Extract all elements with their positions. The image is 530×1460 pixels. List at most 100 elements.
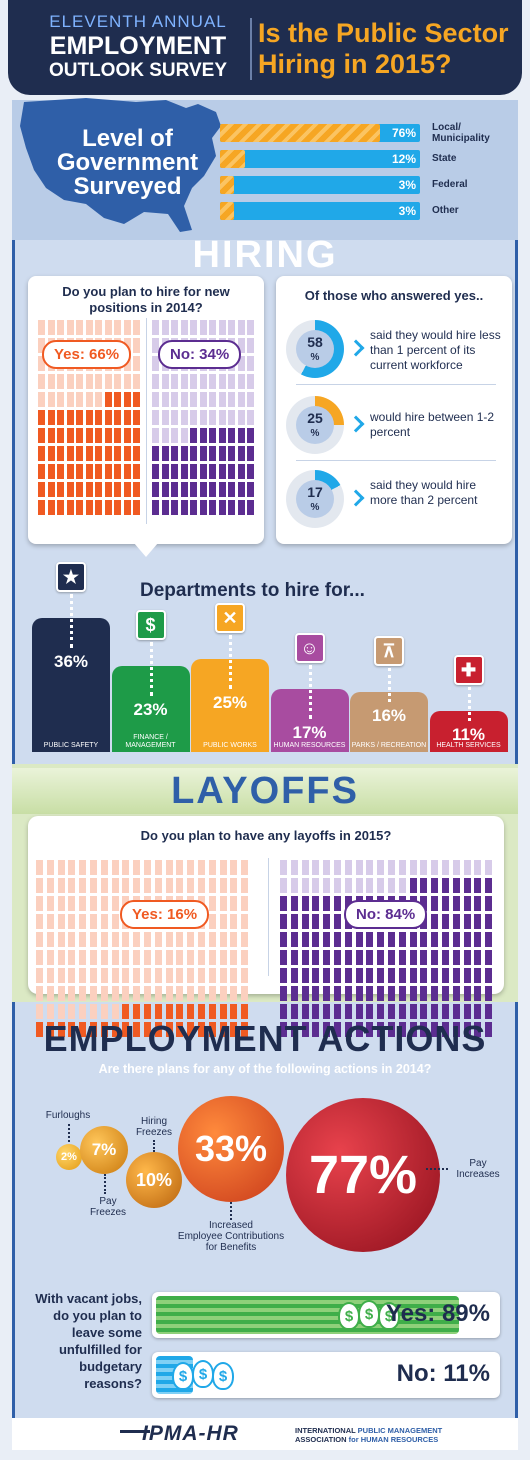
- person-icon: [123, 482, 131, 497]
- person-icon: [452, 950, 460, 965]
- person-icon: [46, 950, 54, 965]
- person-icon: [247, 482, 254, 497]
- person-icon: [247, 374, 254, 389]
- person-icon: [180, 464, 188, 479]
- person-icon: [180, 374, 188, 389]
- vacant-yes-fill: [156, 1296, 459, 1334]
- person-icon: [280, 914, 287, 929]
- person-icon: [474, 932, 482, 947]
- person-icon: [463, 968, 471, 983]
- person-icon: [237, 500, 245, 515]
- person-icon: [161, 500, 169, 515]
- person-icon: [46, 986, 54, 1001]
- person-icon: [323, 986, 331, 1001]
- person-icon: [441, 986, 449, 1001]
- person-icon: [133, 356, 140, 371]
- person-icon: [247, 428, 254, 443]
- person-icon: [104, 446, 112, 461]
- person-icon: [431, 1004, 439, 1019]
- person-icon: [237, 338, 245, 353]
- person-icon: [241, 1022, 249, 1037]
- person-icon: [301, 896, 309, 911]
- person-icon: [398, 1022, 406, 1037]
- donut-number: 17: [307, 484, 323, 500]
- yes-breakdown-item: 25% would hire between 1-2 percent: [276, 388, 512, 461]
- layoffs-no-label: No: 84%: [344, 900, 428, 929]
- donut-unit: %: [310, 502, 320, 513]
- person-icon: [180, 482, 188, 497]
- person-icon: [485, 914, 493, 929]
- person-icon: [209, 410, 216, 425]
- person-icon: [247, 392, 254, 407]
- person-icon: [57, 1022, 65, 1037]
- person-icon: [171, 446, 178, 461]
- person-icon: [100, 986, 108, 1001]
- people-search-icon: ☺: [294, 633, 325, 663]
- yes-breakdown-item: 58% said they would hire less than 1 perc…: [276, 312, 512, 385]
- hire-card-pointer: [134, 543, 158, 557]
- person-icon: [38, 410, 45, 425]
- person-icon: [133, 464, 140, 479]
- person-icon: [247, 446, 254, 461]
- level-bar-value: 3%: [398, 178, 416, 192]
- person-icon: [190, 320, 197, 335]
- person-icon: [95, 392, 102, 407]
- person-icon: [301, 968, 309, 983]
- person-icon: [230, 914, 238, 929]
- person-icon: [355, 860, 363, 875]
- person-icon: [46, 896, 54, 911]
- person-icon: [79, 968, 87, 983]
- person-icon: [355, 932, 363, 947]
- person-icon: [111, 896, 119, 911]
- person-icon: [420, 1004, 428, 1019]
- person-icon: [133, 428, 140, 443]
- org-line1-a: INTERNATIONAL: [295, 1426, 356, 1435]
- person-icon: [290, 950, 298, 965]
- person-icon: [441, 1022, 449, 1037]
- person-icon: [111, 968, 119, 983]
- person-icon: [228, 320, 235, 335]
- department-label: HEALTH SERVICES: [436, 742, 501, 749]
- person-icon: [208, 896, 216, 911]
- person-icon: [355, 878, 363, 893]
- person-icon: [241, 950, 249, 965]
- person-icon: [76, 446, 83, 461]
- person-icon: [398, 950, 406, 965]
- person-icon: [474, 914, 482, 929]
- department-label: HUMAN RESOURCES: [273, 742, 346, 749]
- person-icon: [387, 878, 395, 893]
- person-icon: [218, 410, 226, 425]
- person-icon: [133, 932, 141, 947]
- person-icon: [474, 950, 482, 965]
- level-title-line2: Government: [56, 149, 199, 176]
- badge-star-icon: ★: [56, 562, 86, 592]
- person-icon: [219, 878, 227, 893]
- person-icon: [95, 500, 102, 515]
- person-icon: [431, 950, 439, 965]
- person-icon: [57, 986, 65, 1001]
- person-icon: [68, 896, 76, 911]
- person-icon: [290, 986, 298, 1001]
- organization-name: INTERNATIONAL PUBLIC MANAGEMENT ASSOCIAT…: [295, 1426, 442, 1444]
- person-icon: [123, 428, 131, 443]
- person-icon: [219, 896, 227, 911]
- person-icon: [333, 986, 341, 1001]
- person-icon: [104, 320, 112, 335]
- person-icon: [441, 950, 449, 965]
- person-icon: [133, 500, 140, 515]
- person-icon: [46, 914, 54, 929]
- department-value: 17%: [292, 723, 327, 742]
- dollar-icon: $: [135, 610, 166, 640]
- person-icon: [100, 914, 108, 929]
- person-icon: [463, 950, 471, 965]
- person-icon: [66, 482, 74, 497]
- pay-freezes-circle: 7%: [80, 1126, 128, 1174]
- person-icon: [230, 896, 238, 911]
- person-icon: [190, 410, 197, 425]
- vacant-question: With vacant jobs, do you plan to leave s…: [35, 1291, 142, 1391]
- person-icon: [323, 1022, 331, 1037]
- pay-increases-connector: [426, 1168, 448, 1170]
- person-icon: [409, 950, 417, 965]
- vacant-no-bar: $ $ $ No: 11%: [152, 1352, 500, 1398]
- person-icon: [209, 428, 216, 443]
